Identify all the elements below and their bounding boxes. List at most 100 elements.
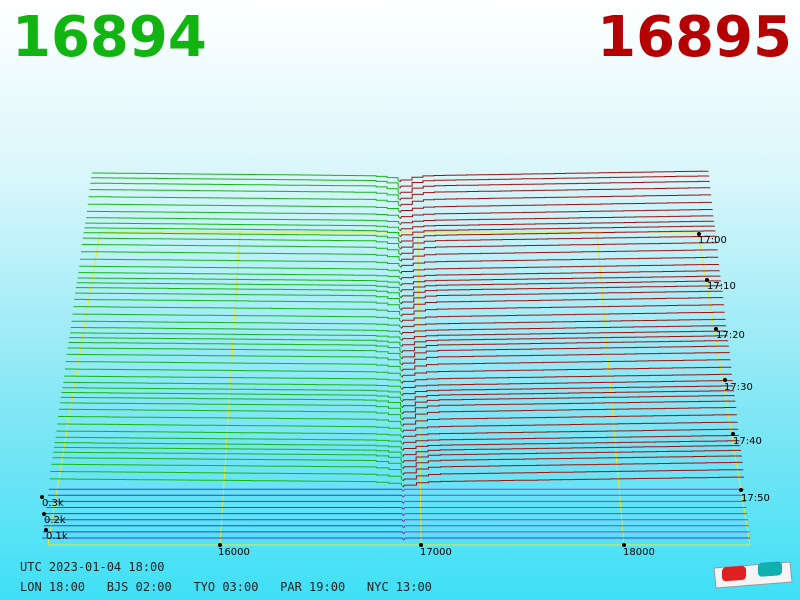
city-time: PAR 19:00 [280,580,346,594]
depth-line [400,290,723,305]
depth-line [403,537,750,541]
bid-price: 16894 [12,5,207,70]
depth-line [401,304,725,317]
depth-line [400,285,722,299]
depth-line [401,359,731,372]
depth-line [70,327,403,335]
3d-glasses-icon [713,561,793,589]
depth-line [76,282,402,293]
depth-line [81,251,402,262]
depth-line [400,220,715,232]
depth-line [50,471,404,482]
depth-line [47,494,404,498]
city-time: BJS 02:00 [106,580,172,594]
depth-line [399,194,712,207]
depth-line [84,227,401,238]
depth-line [401,345,730,360]
depth-line [88,196,401,207]
time-tick: 17:10 [707,281,736,292]
depth-line [403,531,750,535]
price-axis: 16000 17000 18000 [218,543,655,558]
depth-line [403,525,749,529]
time-tick: 17:20 [716,330,745,341]
tick-dot [622,543,626,547]
depth-line [75,287,402,299]
depth-line [86,217,401,226]
depth-line [82,237,402,250]
depth-line [72,313,402,323]
depth-line [67,347,403,360]
depth-line [42,531,405,535]
depth-line [83,232,402,244]
depth-line [402,455,742,470]
depth-line [401,390,735,402]
depth-line [400,275,721,286]
depth-line [79,265,402,274]
tick-dot [714,327,718,331]
depth-line [402,449,742,463]
depth-line [47,500,404,504]
depth-line [401,373,732,384]
grid-line [596,231,625,546]
depth-line [64,368,403,378]
tick-dot [218,543,222,547]
depth-tick: 0.2k [44,515,66,526]
depth-line [402,461,743,476]
depth-line [77,277,402,287]
depth-line [85,222,401,232]
tick-dot [419,543,423,547]
depth-line [66,353,403,366]
depth-line [58,416,404,427]
depth-line [401,366,732,378]
depth-line [400,242,717,256]
city-time: LON 18:00 [20,580,86,594]
depth-line [89,189,401,201]
depth-line [400,297,724,311]
price-tick: 16000 [218,547,250,558]
depth-line [402,395,735,409]
depth-line [81,244,402,256]
depth-line [402,414,737,427]
lens-cyan [758,561,782,577]
depth-line [56,430,404,439]
depth-line [60,396,403,409]
depth-line [399,170,709,183]
depth-line [54,442,404,451]
tick-dot [731,432,735,436]
depth-line [403,500,746,504]
tick-dot [697,232,701,236]
depth-line [71,320,402,329]
city-time: NYC 13:00 [366,580,432,594]
city-times: LON 18:00 BJS 02:00 TYO 03:00 PAR 19:00 … [20,580,432,594]
depth-line [400,270,720,280]
time-tick: 17:30 [724,382,753,393]
depth-tick: 0.3k [42,498,64,509]
depth-line [400,215,714,225]
depth-line [400,225,715,238]
depth-line [48,488,404,492]
depth-lines [42,170,750,541]
tick-dot [739,488,743,492]
depth-line [402,476,745,488]
depth-line [92,172,401,183]
depth-line [400,256,719,268]
depth-line [399,175,710,189]
depth-line [63,381,403,390]
depth-line [45,513,405,516]
depth-line [61,392,403,403]
time-tick: 17:40 [733,436,762,447]
grid-line [417,231,422,546]
price-tick: 17000 [420,547,452,558]
depth-axis: 0.3k 0.2k 0.1k [40,495,68,542]
tick-dot [40,495,44,499]
depth-line [78,272,402,280]
depth-line [401,380,733,390]
price-tick: 18000 [623,547,655,558]
depth-line [399,201,713,213]
city-time: TYO 03:00 [193,580,259,594]
depth-line [57,423,404,433]
time-tick: 17:00 [698,235,727,246]
depth-line [403,513,748,516]
depth-line [403,488,745,492]
